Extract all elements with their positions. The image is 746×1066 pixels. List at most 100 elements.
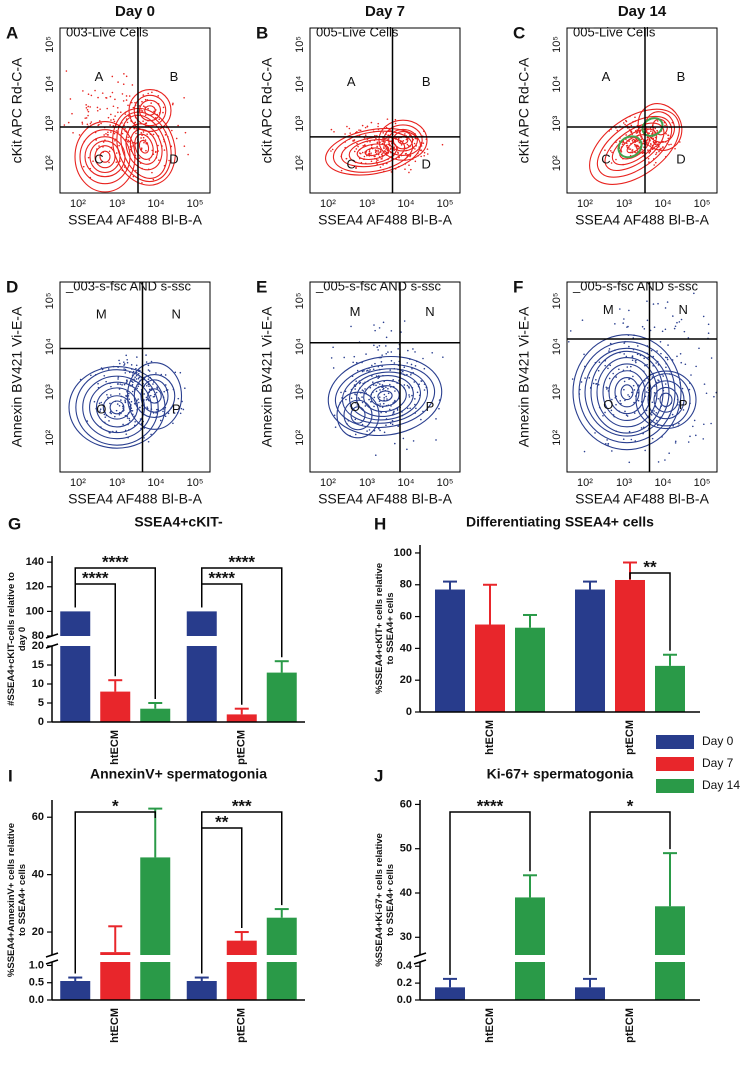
event-dot <box>655 362 657 364</box>
event-dot <box>650 144 652 146</box>
event-dot <box>407 386 410 388</box>
event-dot <box>662 375 665 377</box>
event-dot <box>628 430 631 433</box>
event-dot <box>107 116 110 119</box>
y-tick-label: 60 <box>400 610 412 622</box>
event-dot <box>667 137 670 140</box>
y-axis-label: cKit APC Rd-C-A <box>516 57 532 163</box>
event-dot <box>635 138 638 141</box>
y-tick-label: 10⁴ <box>551 75 563 92</box>
quadrant-label: O <box>350 399 360 414</box>
event-dot <box>71 112 73 115</box>
y-tick-label: 40 <box>32 869 44 881</box>
event-dot <box>636 129 639 131</box>
event-dot <box>140 109 142 111</box>
contour <box>370 385 400 407</box>
event-dot <box>145 384 148 387</box>
event-dot <box>420 380 422 382</box>
event-dot <box>334 426 337 428</box>
event-dot <box>90 94 93 97</box>
event-dot <box>345 157 348 160</box>
event-dot <box>614 323 616 325</box>
contour <box>377 390 393 402</box>
event-dot <box>104 416 107 418</box>
plot-frame <box>59 281 211 473</box>
event-dot <box>381 365 383 368</box>
contour <box>343 399 373 431</box>
significance-bracket <box>74 811 156 974</box>
event-dot <box>110 131 112 133</box>
event-dot <box>415 407 417 410</box>
event-dot <box>112 105 115 108</box>
significance-label: * <box>112 796 119 815</box>
event-dot <box>333 130 335 133</box>
event-dot <box>158 159 160 161</box>
event-dot <box>127 136 129 139</box>
y-tick-label: 0.4 <box>397 960 413 972</box>
event-dot <box>392 378 395 381</box>
event-dot <box>604 411 606 414</box>
event-dot <box>391 423 394 426</box>
event-dot <box>666 301 669 303</box>
event-dot <box>86 123 89 126</box>
quadrant-label: O <box>603 397 613 412</box>
event-dot <box>162 111 164 114</box>
event-dot <box>118 393 121 395</box>
event-dot <box>580 381 583 383</box>
y-tick-label: 20 <box>400 674 412 686</box>
event-dot <box>684 363 687 366</box>
x-tick-label: 10³ <box>359 198 375 210</box>
y-axis-label-line: %SSEA4+Ki-67+ cells relative <box>374 833 385 967</box>
panel-letter: J <box>374 766 383 785</box>
event-dot <box>148 385 150 388</box>
contour <box>364 147 382 157</box>
quadrant-label: D <box>676 151 685 166</box>
event-dot <box>98 145 100 147</box>
event-dot <box>111 91 114 94</box>
event-dot <box>350 325 352 328</box>
event-dot <box>147 92 149 95</box>
event-dot <box>81 123 84 125</box>
significance-label: **** <box>477 796 504 815</box>
event-dot <box>114 115 116 117</box>
event-dot <box>654 161 657 164</box>
event-dot <box>426 148 429 150</box>
event-dot <box>134 376 136 379</box>
significance-bracket <box>74 583 116 677</box>
event-dot <box>125 95 128 97</box>
event-dot <box>650 130 652 133</box>
column-title: Day 14 <box>618 3 667 20</box>
x-tick-label: 10⁵ <box>694 477 711 489</box>
event-dot <box>330 357 333 359</box>
x-tick-label: 10³ <box>359 477 375 489</box>
event-dot <box>397 348 399 350</box>
contour <box>590 350 664 434</box>
quadrant-label: M <box>96 307 107 322</box>
panel-letter: H <box>374 514 386 533</box>
event-dot <box>126 121 129 124</box>
event-dot <box>93 400 96 403</box>
event-dot <box>159 419 162 422</box>
event-dot <box>382 321 385 324</box>
plot-area <box>568 292 717 464</box>
event-dot <box>340 391 342 394</box>
quadrant-label: N <box>425 304 434 319</box>
event-dot <box>118 404 121 407</box>
event-dot <box>179 412 182 415</box>
event-dot <box>140 131 143 134</box>
event-dot <box>130 400 133 403</box>
event-dot <box>114 139 116 142</box>
event-dot <box>394 390 396 392</box>
event-dot <box>377 122 380 125</box>
event-dot <box>390 351 393 353</box>
event-dot <box>128 392 130 395</box>
event-dot <box>155 408 158 411</box>
event-dot <box>658 150 660 153</box>
event-dot <box>121 384 123 386</box>
event-dot <box>636 345 639 347</box>
event-dot <box>647 157 650 160</box>
event-dot <box>384 141 386 143</box>
event-dot <box>626 366 629 368</box>
event-dot <box>607 367 609 370</box>
y-axis-label: #SSEA4+cKIT-cells relative today 0 <box>6 572 28 706</box>
